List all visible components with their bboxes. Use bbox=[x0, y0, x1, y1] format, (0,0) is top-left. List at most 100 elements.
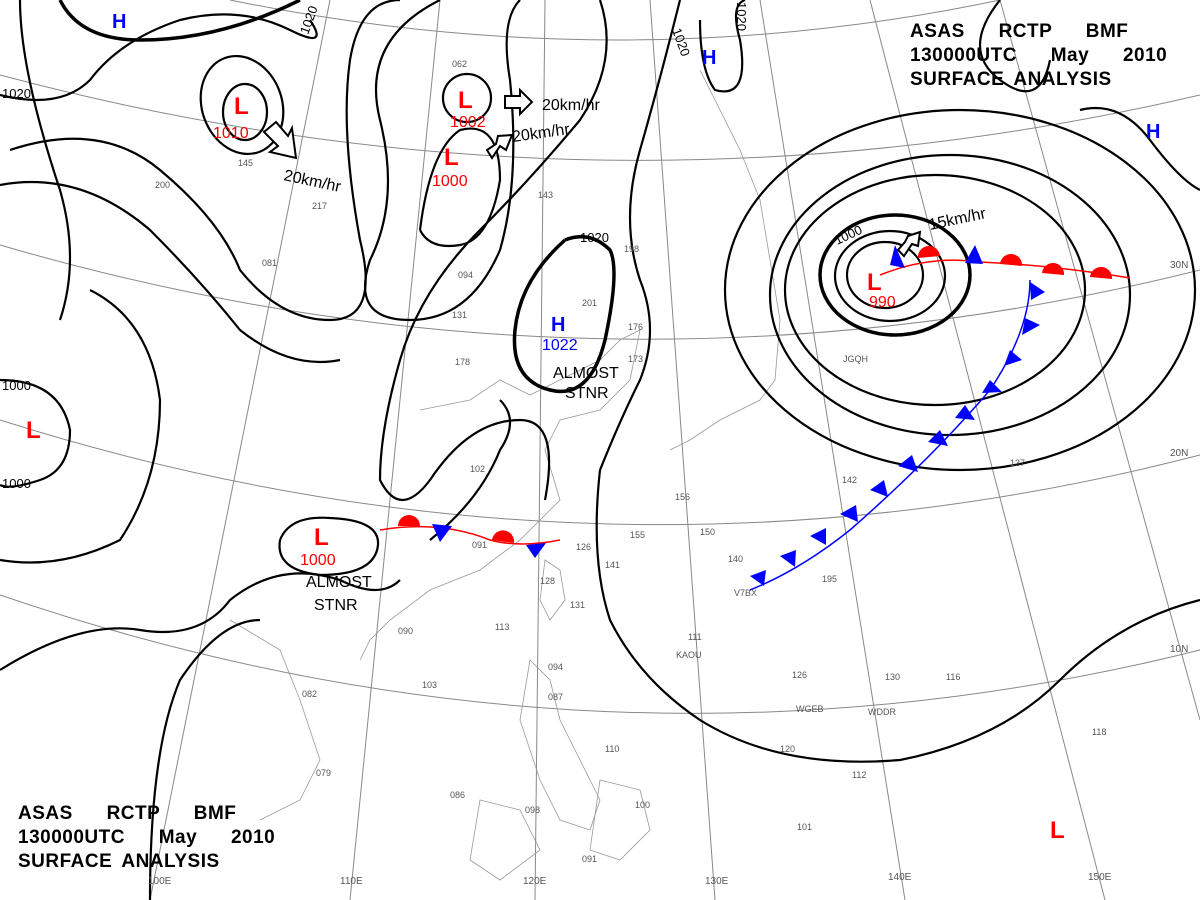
lon-line-150e bbox=[869, 0, 1106, 900]
title-line: SURFACE ANALYSIS bbox=[910, 69, 1112, 90]
station-value: 126 bbox=[576, 542, 591, 552]
station-value: 094 bbox=[548, 662, 563, 672]
station-value: 198 bbox=[624, 244, 639, 254]
station-value: 062 bbox=[452, 59, 467, 69]
station-value: KAOU bbox=[676, 650, 702, 660]
motion-speed-label: 15km/hr bbox=[927, 205, 988, 234]
station-value: 079 bbox=[316, 768, 331, 778]
low-center-symbol: L bbox=[26, 417, 41, 444]
isobar-label: 1020 bbox=[669, 26, 693, 58]
station-value: V7BX bbox=[734, 588, 757, 598]
station-value: 100 bbox=[635, 800, 650, 810]
station-value: 173 bbox=[628, 354, 643, 364]
title-line: SURFACE ANALYSIS bbox=[18, 851, 220, 872]
station-value: JGQH bbox=[843, 354, 868, 364]
low-pressure-value: 990 bbox=[869, 294, 896, 311]
station-value: 091 bbox=[582, 854, 597, 864]
lon-line-110e bbox=[349, 0, 441, 900]
station-value: 113 bbox=[495, 622, 509, 632]
station-value: 176 bbox=[628, 322, 643, 332]
station-value: 156 bbox=[675, 492, 690, 502]
isobar bbox=[58, 0, 301, 42]
warm-front-symbols bbox=[398, 245, 1113, 543]
low-pressure-value: 1010 bbox=[213, 125, 249, 142]
high-center-symbol: H bbox=[702, 47, 716, 69]
station-value: 116 bbox=[946, 672, 960, 682]
almost-stationary-label: ALMOST bbox=[306, 574, 372, 591]
station-value: WGEB bbox=[796, 704, 824, 714]
low-pressure-value: 1000 bbox=[300, 552, 336, 569]
isobar bbox=[595, 469, 1200, 763]
isobar bbox=[148, 618, 261, 900]
low-pressure-value: 1002 bbox=[450, 114, 486, 131]
station-value: 178 bbox=[455, 357, 470, 367]
lon-line-130e bbox=[649, 0, 716, 900]
isobar-label: 1000 bbox=[2, 378, 31, 393]
isobar bbox=[0, 180, 341, 364]
pressure-centers: L 1010 L 1002 L 1000 L 990 L 1000 H 1022… bbox=[26, 11, 1160, 844]
motion-arrow-icon bbox=[262, 120, 298, 160]
high-center-symbol: H bbox=[112, 11, 126, 33]
isobar bbox=[845, 240, 925, 310]
station-value: 217 bbox=[312, 201, 327, 211]
almost-stationary-label: STNR bbox=[314, 597, 358, 614]
longitude-label: 140E bbox=[888, 872, 912, 883]
lat-line-10n bbox=[0, 594, 1200, 714]
station-value: 101 bbox=[797, 822, 812, 832]
station-value: 200 bbox=[155, 180, 170, 190]
station-value: 143 bbox=[538, 190, 553, 200]
station-value: 140 bbox=[728, 554, 743, 564]
longitude-label: 130E bbox=[705, 876, 729, 887]
isobar bbox=[1079, 106, 1200, 191]
station-value: 118 bbox=[1092, 727, 1106, 737]
station-value: 087 bbox=[548, 692, 563, 702]
lat-line-30n bbox=[0, 244, 1200, 340]
isobar bbox=[783, 173, 1087, 407]
isobar bbox=[818, 213, 972, 337]
station-value: 081 bbox=[262, 258, 277, 268]
motion-speed-label: 20km/hr bbox=[542, 97, 600, 114]
station-value: 110 bbox=[605, 744, 619, 754]
latitude-label: 10N bbox=[1170, 644, 1188, 655]
high-center-symbol: H bbox=[551, 314, 565, 336]
isobar bbox=[199, 54, 285, 156]
isobar bbox=[429, 399, 512, 541]
isobar-label: 1020 bbox=[580, 230, 609, 245]
high-center-symbol: H bbox=[1146, 121, 1160, 143]
low-center-symbol: L bbox=[458, 87, 473, 114]
station-value: 130 bbox=[885, 672, 900, 682]
station-plots: 062 143 145 217 200 081 094 131 178 198 … bbox=[155, 59, 1106, 864]
low-center-symbol: L bbox=[234, 93, 249, 120]
station-value: 090 bbox=[398, 626, 413, 636]
station-value: 112 bbox=[852, 770, 866, 780]
lon-line-140e bbox=[759, 0, 906, 900]
station-value: 094 bbox=[458, 270, 473, 280]
isobar-labels: 1020 1020 1020 1020 1000 1000 1000 1020 bbox=[2, 2, 864, 491]
station-value: 126 bbox=[792, 670, 807, 680]
graticule-labels: 100E 110E 120E 130E 140E 150E 30N 20N 10… bbox=[148, 260, 1188, 887]
longitude-label: 150E bbox=[1088, 872, 1112, 883]
isobar-label: 1000 bbox=[2, 476, 31, 491]
longitude-label: 120E bbox=[523, 876, 547, 887]
station-value: WDDR bbox=[868, 707, 896, 717]
isobar bbox=[979, 0, 1052, 93]
station-value: 120 bbox=[780, 744, 795, 754]
isobar bbox=[9, 0, 401, 322]
isobar bbox=[833, 229, 947, 323]
fronts bbox=[379, 245, 1131, 591]
isobar bbox=[441, 72, 493, 124]
motion-arrow-icon bbox=[896, 230, 922, 258]
station-value: 128 bbox=[540, 576, 555, 586]
isobar bbox=[598, 0, 682, 471]
lat-line-50n bbox=[229, 0, 1001, 41]
low-center-symbol: L bbox=[867, 269, 882, 296]
isobar bbox=[18, 0, 72, 321]
motion-arrow-icon bbox=[504, 87, 534, 117]
low-pressure-value: 1000 bbox=[432, 173, 468, 190]
title-line: 130000UTC May 2010 bbox=[18, 827, 276, 848]
station-value: 141 bbox=[605, 560, 620, 570]
isobar bbox=[418, 127, 502, 248]
